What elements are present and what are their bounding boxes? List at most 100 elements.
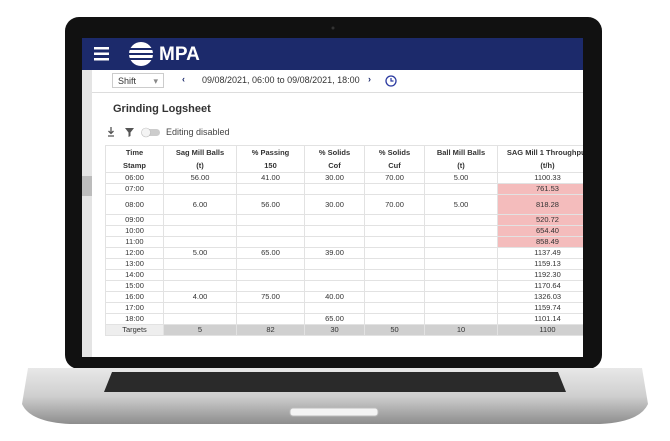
cell: [424, 183, 498, 195]
target-cell: Targets: [105, 324, 164, 336]
cell: [236, 258, 305, 270]
data-row: 15:00 1170.64: [105, 280, 583, 292]
cell: [424, 280, 498, 292]
cell: 1170.64: [497, 280, 583, 292]
camera: [331, 26, 335, 30]
shift-label: Shift: [118, 76, 137, 86]
cell: 1159.13: [497, 258, 583, 270]
cell: [236, 183, 305, 195]
cell: 818.28: [497, 194, 583, 215]
header-text: (t/h): [540, 161, 555, 170]
cell: 12:00: [105, 247, 164, 259]
data-row: 18:00 65.00 1101.14: [105, 313, 583, 325]
cell: 858.49: [497, 236, 583, 248]
data-row: 07:00 761.53: [105, 183, 583, 195]
data-row: 12:00 5.00 65.00 39.00 1137.49: [105, 247, 583, 259]
cell: [163, 302, 237, 314]
cell: 16:00: [105, 291, 164, 303]
cell: [236, 214, 305, 226]
target-cell: 50: [364, 324, 425, 336]
cell: 65.00: [304, 313, 365, 325]
cell: 654.40: [497, 225, 583, 237]
download-button[interactable]: [108, 127, 114, 137]
next-button[interactable]: ›: [368, 74, 371, 84]
cell: 70.00: [364, 194, 425, 215]
header-text: % Solids: [318, 148, 351, 157]
target-cell: 1100: [497, 324, 583, 336]
cell: [424, 302, 498, 314]
header-text: % Passing: [251, 148, 290, 157]
cell: [424, 269, 498, 281]
cell: [364, 214, 425, 226]
cell: [364, 225, 425, 237]
data-row: 14:00 1192.30: [105, 269, 583, 281]
filter-button[interactable]: [125, 128, 134, 137]
targets-row: Targets 5 82 30 50 10 1100: [105, 324, 583, 336]
cell: [304, 214, 365, 226]
cell: 10:00: [105, 225, 164, 237]
cell: [304, 258, 365, 270]
data-row: 10:00 654.40: [105, 225, 583, 237]
column-header: Ball Mill Balls (t): [424, 145, 498, 173]
cell: 30.00: [304, 172, 365, 184]
cell: 1192.30: [497, 269, 583, 281]
cell: [364, 280, 425, 292]
cell: 56.00: [163, 172, 237, 184]
cell: 65.00: [236, 247, 305, 259]
cell: 1159.74: [497, 302, 583, 314]
cell: [424, 313, 498, 325]
cell: 761.53: [497, 183, 583, 195]
data-row: 09:00 520.72: [105, 214, 583, 226]
cell: [236, 225, 305, 237]
editing-status: Editing disabled: [166, 127, 230, 137]
cell: [163, 225, 237, 237]
keyboard: [104, 372, 566, 392]
cell: [364, 247, 425, 259]
header-text: (t): [457, 161, 465, 170]
header-text: Stamp: [123, 161, 146, 170]
data-row: 16:00 4.00 75.00 40.00 1326.03: [105, 291, 583, 303]
cell: [364, 183, 425, 195]
cell: [424, 225, 498, 237]
target-cell: 10: [424, 324, 498, 336]
column-header: Sag Mill Balls (t): [163, 145, 237, 173]
target-cell: 82: [236, 324, 305, 336]
column-header: % Solids Cof: [304, 145, 365, 173]
column-header: Time Stamp: [105, 145, 164, 173]
prev-button[interactable]: ‹: [182, 74, 185, 84]
cell: [163, 214, 237, 226]
clock-button[interactable]: [385, 75, 397, 87]
cell: [236, 236, 305, 248]
cell: [163, 258, 237, 270]
cell: 18:00: [105, 313, 164, 325]
cell: 15:00: [105, 280, 164, 292]
cell: 6.00: [163, 194, 237, 215]
cell: [364, 258, 425, 270]
data-row: 08:00 6.00 56.00 30.00 70.00 5.00 818.28: [105, 194, 583, 215]
cell: 14:00: [105, 269, 164, 281]
cell: 520.72: [497, 214, 583, 226]
header-text: 150: [264, 161, 277, 170]
header-text: Time: [125, 148, 144, 157]
cell: 06:00: [105, 172, 164, 184]
cell: [163, 313, 237, 325]
cell: [424, 247, 498, 259]
cell: 17:00: [105, 302, 164, 314]
cell: [304, 236, 365, 248]
cell: [304, 225, 365, 237]
cell: 75.00: [236, 291, 305, 303]
cell: [424, 236, 498, 248]
shift-select[interactable]: Shift ▾: [112, 73, 164, 88]
cell: [424, 258, 498, 270]
brand: MPA: [159, 44, 200, 65]
cell: [364, 236, 425, 248]
header-row: Time Stamp Sag Mill Balls (t) % Passing 150 % …: [105, 145, 583, 173]
nav-icons: [94, 42, 154, 66]
cell: 56.00: [236, 194, 305, 215]
cell: [304, 269, 365, 281]
cell: 07:00: [105, 183, 164, 195]
column-header: SAG Mill 1 Throughput (t/h): [497, 145, 583, 173]
cell: 41.00: [236, 172, 305, 184]
cell: [364, 291, 425, 303]
cell: [364, 313, 425, 325]
